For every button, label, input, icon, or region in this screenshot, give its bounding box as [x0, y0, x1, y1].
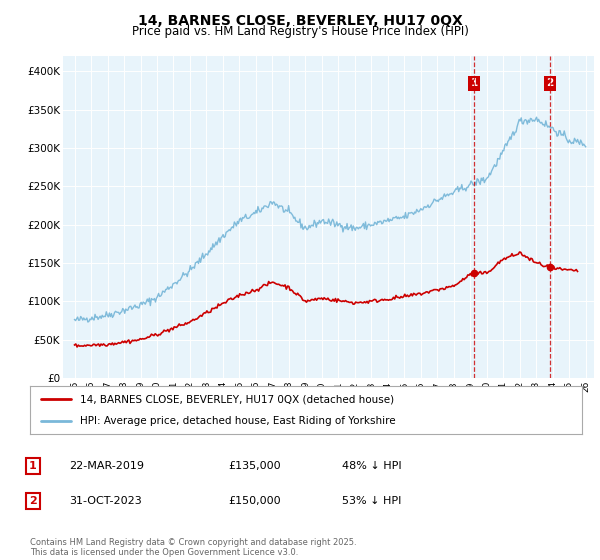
Text: Price paid vs. HM Land Registry's House Price Index (HPI): Price paid vs. HM Land Registry's House …: [131, 25, 469, 38]
Text: 1: 1: [29, 461, 37, 471]
Text: £135,000: £135,000: [228, 461, 281, 471]
Text: 53% ↓ HPI: 53% ↓ HPI: [342, 496, 401, 506]
Text: 48% ↓ HPI: 48% ↓ HPI: [342, 461, 401, 471]
Text: 2: 2: [547, 78, 554, 88]
Text: 31-OCT-2023: 31-OCT-2023: [69, 496, 142, 506]
Text: £150,000: £150,000: [228, 496, 281, 506]
Text: 14, BARNES CLOSE, BEVERLEY, HU17 0QX: 14, BARNES CLOSE, BEVERLEY, HU17 0QX: [137, 14, 463, 28]
Text: HPI: Average price, detached house, East Riding of Yorkshire: HPI: Average price, detached house, East…: [80, 416, 395, 426]
Text: 1: 1: [470, 78, 478, 88]
Text: 22-MAR-2019: 22-MAR-2019: [69, 461, 144, 471]
Text: 14, BARNES CLOSE, BEVERLEY, HU17 0QX (detached house): 14, BARNES CLOSE, BEVERLEY, HU17 0QX (de…: [80, 394, 394, 404]
Text: Contains HM Land Registry data © Crown copyright and database right 2025.
This d: Contains HM Land Registry data © Crown c…: [30, 538, 356, 557]
Text: 2: 2: [29, 496, 37, 506]
